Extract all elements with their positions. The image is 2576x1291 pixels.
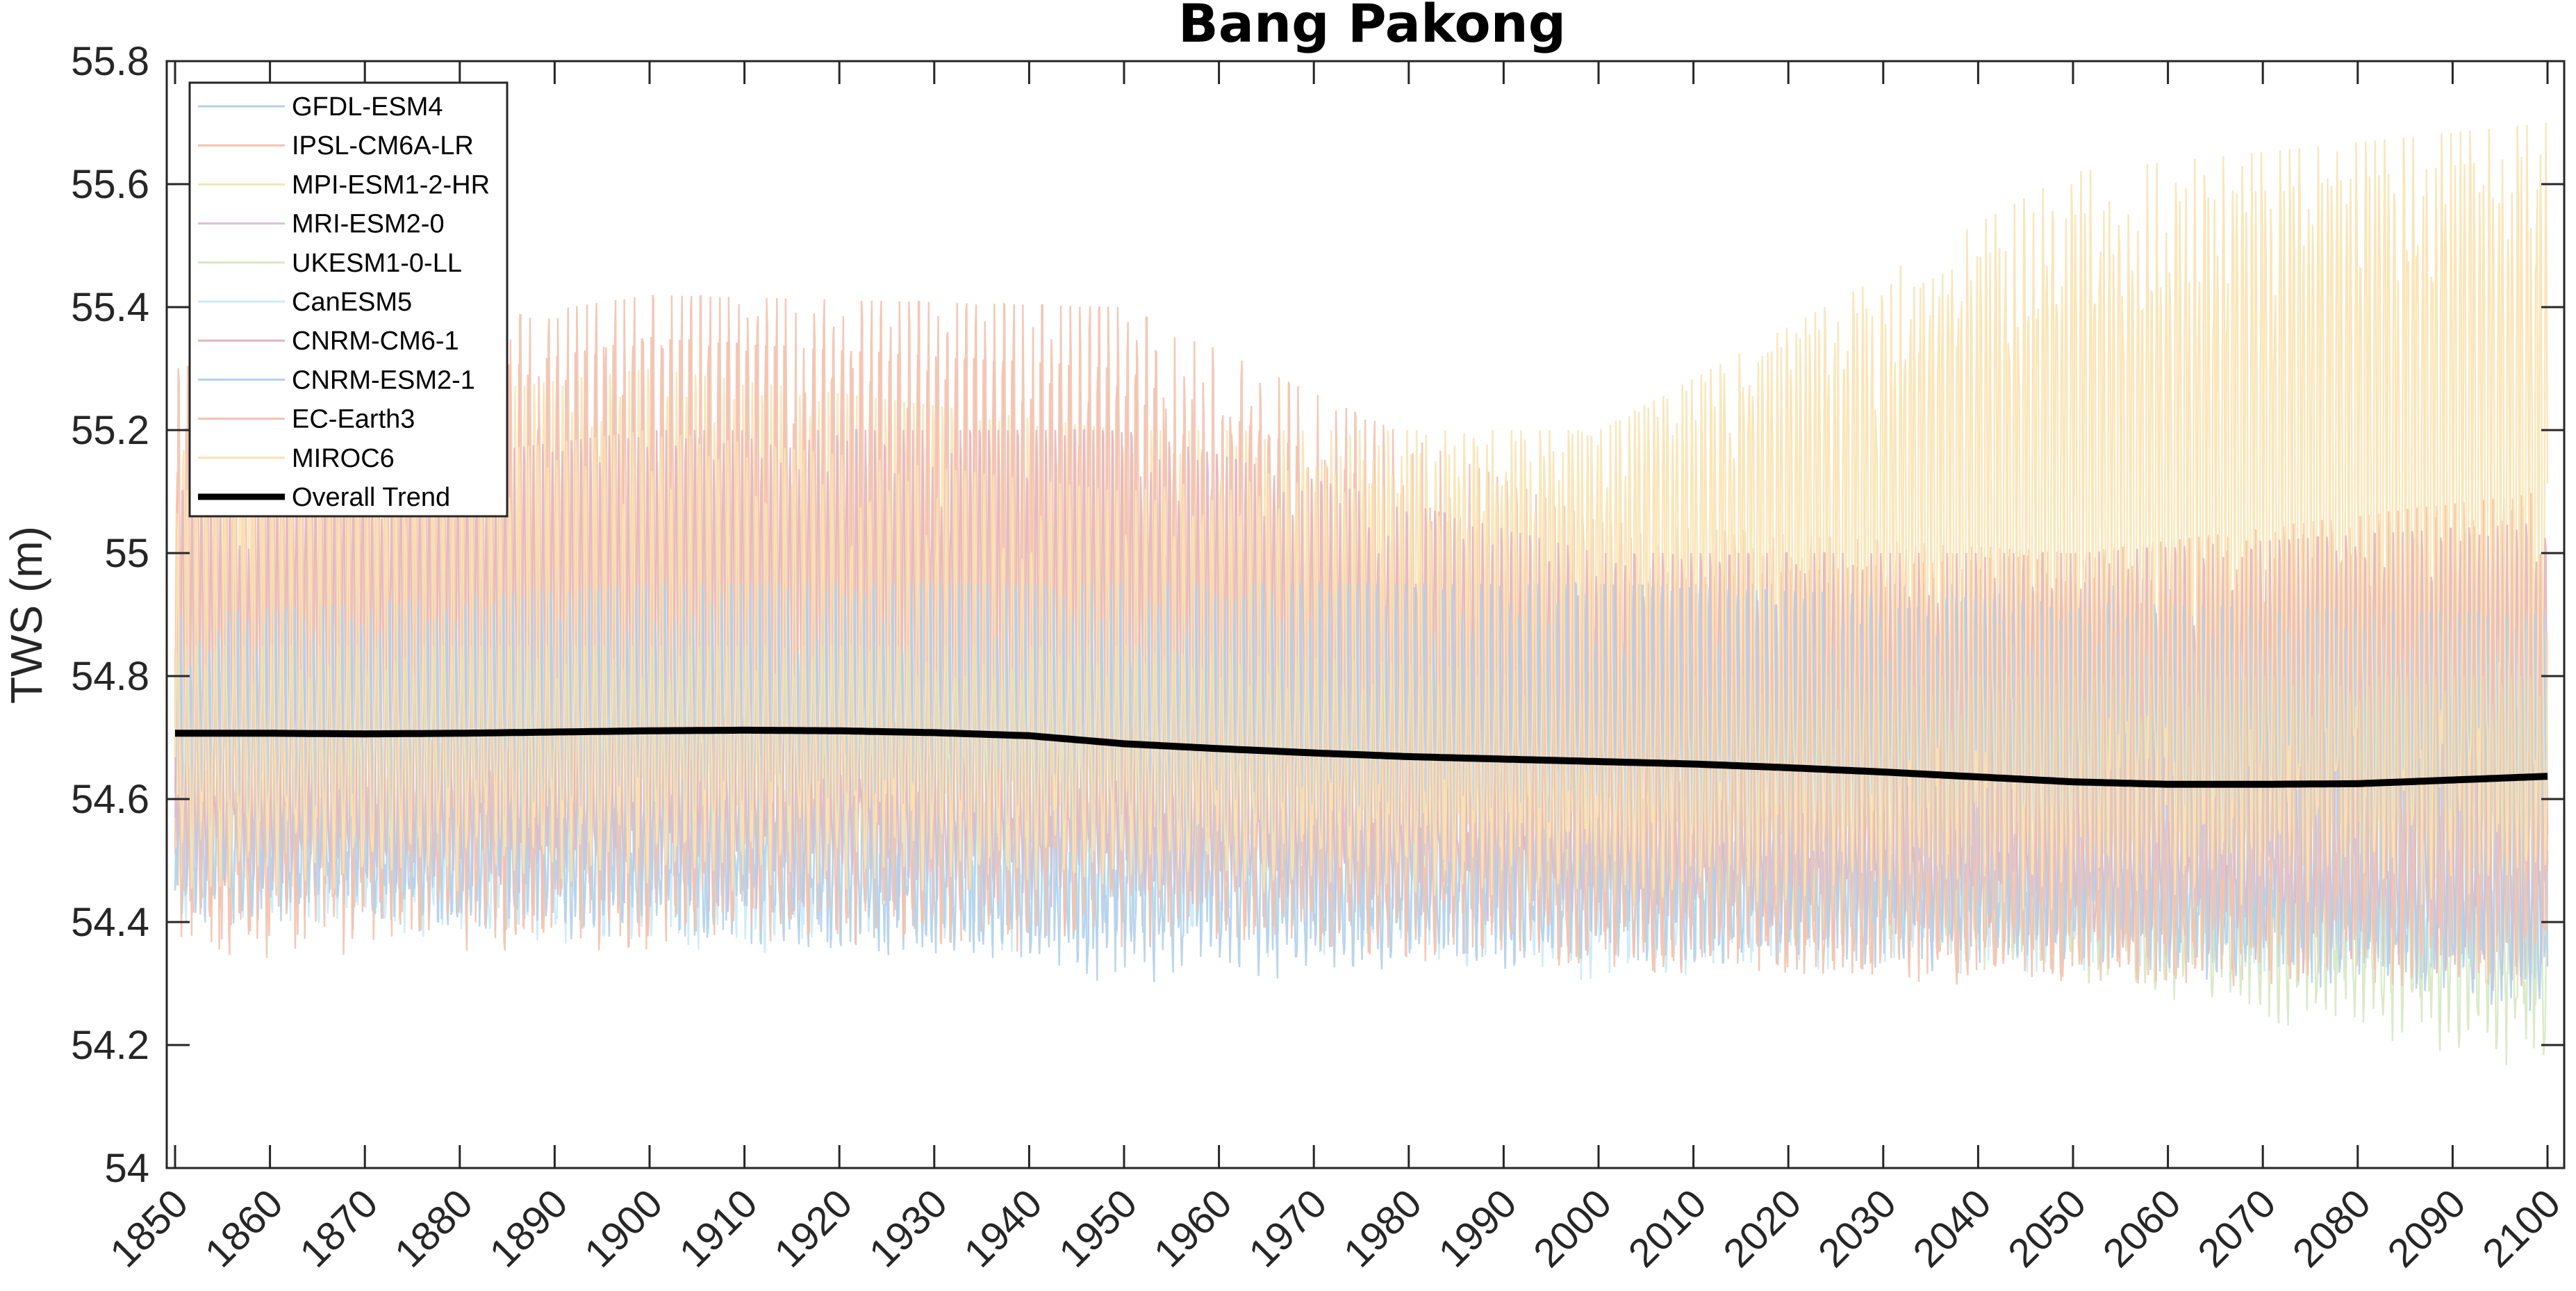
legend-item: IPSL-CM6A-LR [198,131,474,161]
legend-box [188,81,509,518]
y-tick-label: 54.4 [71,900,149,945]
x-tick-label: 1940 [955,1181,1050,1276]
series-miroc6 [174,154,2549,910]
x-tick-label: 1900 [576,1181,671,1276]
x-tick-label: 2030 [1810,1181,1905,1276]
x-tick-label: 2100 [2474,1181,2569,1276]
y-tick-label: 55.2 [71,408,149,453]
y-tick-label: 54 [104,1146,149,1191]
legend-item: UKESM1-0-LL [198,249,462,278]
model-series-layer [174,122,2549,1065]
legend: GFDL-ESM4 IPSL-CM6A-LR MPI-ESM1-2-HR MRI-ES… [188,81,509,518]
legend-label: MIROC6 [292,444,395,473]
y-tick-label: 54.8 [71,654,149,699]
legend-label: MPI-ESM1-2-HR [292,170,490,199]
legend-label: UKESM1-0-LL [292,249,462,278]
x-tick-label: 2080 [2284,1181,2379,1276]
legend-item: MRI-ESM2-0 [198,210,445,239]
overall-trend-line [175,726,2548,788]
legend-label: CanESM5 [292,288,412,317]
legend-item: EC-Earth3 [198,405,415,434]
legend-label: EC-Earth3 [292,405,415,434]
x-tick-label: 1890 [481,1181,576,1276]
x-tick-label: 1970 [1240,1181,1335,1276]
x-tick-label: 2000 [1525,1181,1620,1276]
legend-label: MRI-ESM2-0 [292,210,445,239]
chart-title: Bang Pakong [1178,0,1566,54]
legend-item: MIROC6 [198,444,395,473]
y-tick-label: 54.6 [71,777,149,822]
legend-label: Overall Trend [292,483,450,512]
x-tick-label: 1920 [766,1181,861,1276]
x-tick-label: 1930 [861,1181,956,1276]
y-tick-label: 55.4 [71,285,149,330]
x-tick-label: 1870 [291,1181,386,1276]
x-tick-label: 2060 [2095,1181,2190,1276]
legend-label: IPSL-CM6A-LR [292,131,474,161]
y-tick-label: 55.6 [71,162,149,207]
x-tick-label: 1850 [101,1181,197,1276]
axes [165,60,2566,1169]
x-tick-label: 2050 [1999,1181,2095,1276]
x-tick-label: 1960 [1146,1181,1241,1276]
legend-item: Overall Trend [198,483,450,512]
y-tick-label: 54.2 [71,1023,149,1068]
legend-item: CNRM-CM6-1 [198,327,459,356]
y-tick-label: 55.8 [71,39,149,84]
y-axis-ticks: 54 54.2 54.4 54.6 54.8 55 55.2 55.4 55.6 55.8 [71,39,2564,1191]
x-tick-label: 1980 [1335,1181,1430,1276]
x-tick-label: 2070 [2189,1181,2284,1276]
x-tick-label: 2040 [1904,1181,1999,1276]
x-tick-label: 2090 [2379,1181,2474,1276]
x-tick-label: 1910 [671,1181,766,1276]
x-tick-label: 1990 [1430,1181,1525,1276]
x-tick-label: 1860 [197,1181,292,1276]
plot-box [165,60,2566,1169]
legend-label: GFDL-ESM4 [292,92,443,122]
legend-label: CNRM-CM6-1 [292,327,459,356]
trend-line-path [175,726,2548,788]
legend-item: MPI-ESM1-2-HR [198,170,490,199]
legend-item: GFDL-ESM4 [198,92,443,122]
y-tick-label: 55 [104,531,149,576]
legend-item: CanESM5 [198,288,412,317]
series-cnrm-esm2-1 [174,580,2549,1011]
legend-item: CNRM-ESM2-1 [198,365,475,395]
x-tick-label: 2010 [1620,1181,1715,1276]
x-tick-label: 1880 [386,1181,481,1276]
x-tick-label: 1950 [1050,1181,1146,1276]
legend-label: CNRM-ESM2-1 [292,365,475,395]
x-tick-label: 2020 [1715,1181,1810,1276]
y-axis-label: TWS (m) [1,526,51,704]
